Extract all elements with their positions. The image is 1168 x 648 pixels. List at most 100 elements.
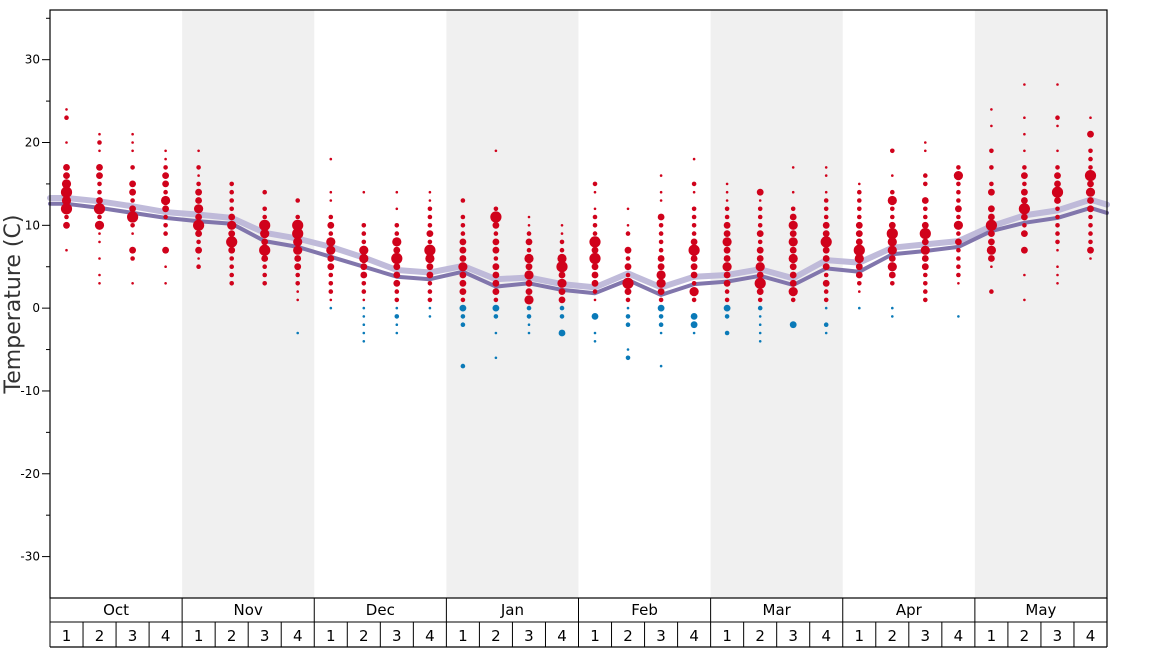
warm-point: [857, 281, 862, 286]
warm-point: [493, 297, 499, 303]
y-axis: 30 20 10 0 -10 -20 -30: [20, 17, 50, 564]
cold-point: [858, 306, 861, 310]
y-axis-title: Temperature (C): [1, 215, 26, 395]
warm-point: [524, 253, 534, 264]
warm-point: [756, 188, 764, 196]
warm-point: [293, 245, 303, 255]
warm-point: [196, 181, 201, 187]
warm-point: [294, 263, 302, 271]
warm-point: [326, 245, 336, 255]
warm-point: [626, 207, 630, 211]
warm-point: [394, 231, 400, 236]
cold-point: [758, 331, 762, 335]
x-axis: Oct 1 2 3 4 Nov 1 2 3 4 Dec 1 2 3 4 Jan 1 2 3 4 Feb 1 2 3 4 Mar 1 2…: [49, 598, 1108, 648]
warm-point: [789, 246, 797, 254]
warm-point: [887, 237, 897, 247]
warm-point: [558, 288, 566, 295]
warm-point: [460, 297, 466, 303]
warm-point: [362, 190, 366, 194]
warm-point: [427, 297, 433, 303]
cold-point: [758, 315, 762, 318]
warm-point: [986, 245, 997, 255]
y-tick-label: 0: [32, 301, 40, 315]
warm-point: [131, 149, 134, 153]
warm-point: [788, 287, 798, 297]
warm-point: [98, 257, 101, 260]
cold-point: [394, 314, 400, 319]
warm-point: [228, 213, 236, 221]
month-label-feb: Feb: [631, 601, 658, 619]
cold-point: [493, 314, 499, 319]
warm-point: [1023, 149, 1026, 153]
cold-point: [527, 323, 531, 327]
warm-point: [1054, 197, 1061, 204]
y-tick-label: -10: [20, 384, 40, 398]
warm-point: [923, 181, 928, 187]
warm-point: [923, 281, 928, 286]
cold-point: [758, 340, 762, 343]
warm-point: [262, 214, 268, 220]
warm-point: [789, 230, 797, 238]
warm-point: [625, 231, 631, 236]
week-label: 2: [491, 627, 501, 645]
warm-point: [196, 165, 201, 170]
warm-point: [428, 199, 432, 202]
cold-point: [824, 331, 828, 335]
warm-point: [591, 263, 599, 271]
warm-point: [658, 231, 664, 236]
warm-point: [262, 189, 268, 195]
warm-point: [824, 174, 828, 177]
y-tick-label: 10: [25, 218, 40, 232]
warm-point: [923, 272, 928, 278]
warm-point: [1056, 149, 1059, 153]
warm-point: [329, 298, 333, 302]
warm-point: [193, 219, 205, 231]
warm-point: [756, 288, 764, 295]
warm-point: [262, 281, 268, 286]
warm-point: [493, 256, 499, 261]
warm-point: [990, 124, 993, 128]
warm-point: [890, 189, 895, 195]
warm-point: [758, 199, 762, 202]
warm-point: [426, 263, 434, 271]
warm-point: [924, 149, 927, 153]
cold-point: [329, 306, 333, 310]
warm-point: [691, 231, 697, 236]
warm-point: [789, 271, 797, 279]
trend-line-light: [47, 195, 1110, 291]
warm-point: [164, 265, 167, 269]
week-label: 2: [95, 627, 105, 645]
warm-point: [1089, 116, 1092, 119]
warm-point: [592, 214, 598, 220]
warm-point: [360, 271, 368, 279]
month-label-oct: Oct: [103, 601, 129, 619]
warm-point: [131, 132, 134, 136]
warm-point: [956, 214, 961, 220]
warm-point: [756, 271, 764, 279]
week-label: 4: [425, 627, 435, 645]
warm-point: [229, 206, 234, 212]
warm-point: [592, 223, 598, 228]
warm-point: [560, 224, 564, 227]
warm-point: [130, 223, 135, 228]
warm-point: [197, 149, 200, 153]
warm-point: [524, 295, 534, 305]
cold-point: [593, 340, 597, 343]
warm-point: [1056, 248, 1059, 252]
warm-point: [990, 108, 993, 111]
warm-point: [195, 188, 203, 196]
cold-point: [625, 355, 631, 361]
warm-point: [97, 181, 102, 187]
warm-point: [691, 206, 697, 212]
warm-point: [329, 157, 333, 161]
warm-point: [394, 223, 400, 228]
warm-point: [1088, 148, 1093, 154]
warm-point: [1055, 239, 1060, 245]
warm-point: [724, 297, 730, 303]
warm-point: [724, 214, 730, 220]
warm-point: [857, 198, 862, 203]
warm-point: [625, 297, 631, 303]
cold-point: [690, 313, 698, 320]
warm-point: [526, 247, 532, 253]
